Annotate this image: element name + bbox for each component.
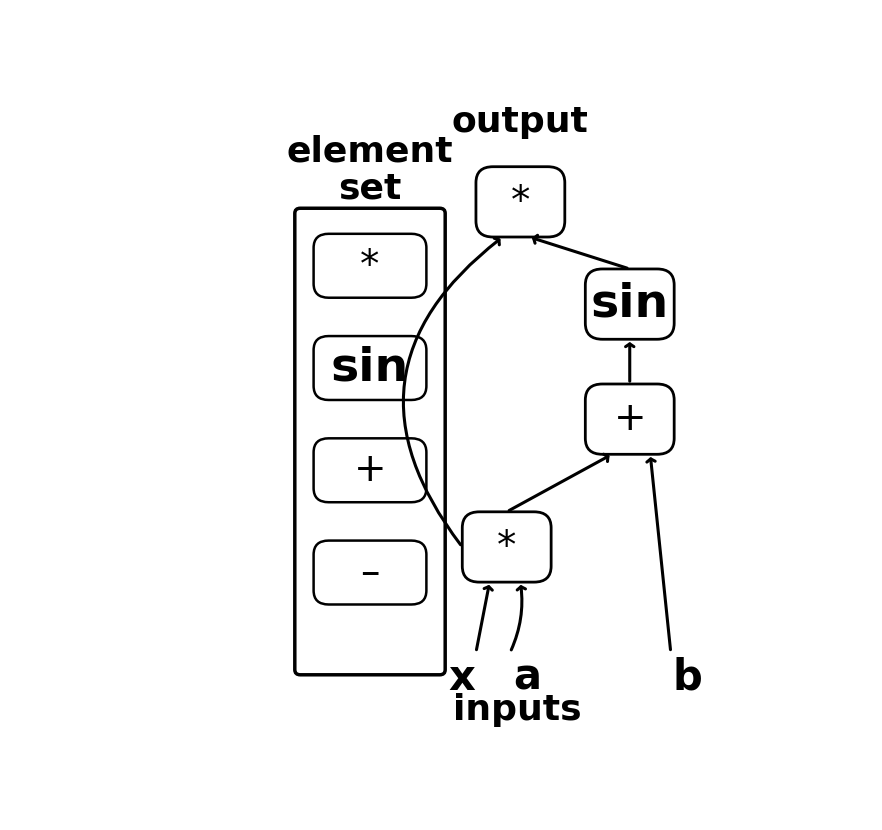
FancyBboxPatch shape [295,208,445,675]
FancyBboxPatch shape [314,234,426,298]
Text: *: * [361,247,379,285]
Text: element
set: element set [287,134,453,205]
Text: sin: sin [331,345,409,391]
Text: inputs: inputs [452,693,581,727]
FancyBboxPatch shape [586,384,674,454]
Text: x: x [449,657,475,699]
FancyBboxPatch shape [462,512,551,582]
Text: *: * [511,183,530,221]
Text: –: – [361,554,379,592]
Text: +: + [354,452,386,489]
FancyBboxPatch shape [586,269,674,339]
Text: b: b [673,657,703,699]
Text: sin: sin [591,281,669,327]
FancyBboxPatch shape [476,167,564,237]
Text: *: * [497,528,516,566]
FancyBboxPatch shape [314,336,426,400]
Text: a: a [513,657,542,699]
FancyBboxPatch shape [314,540,426,604]
Text: +: + [614,400,646,438]
Text: output: output [452,105,589,139]
FancyBboxPatch shape [314,438,426,502]
